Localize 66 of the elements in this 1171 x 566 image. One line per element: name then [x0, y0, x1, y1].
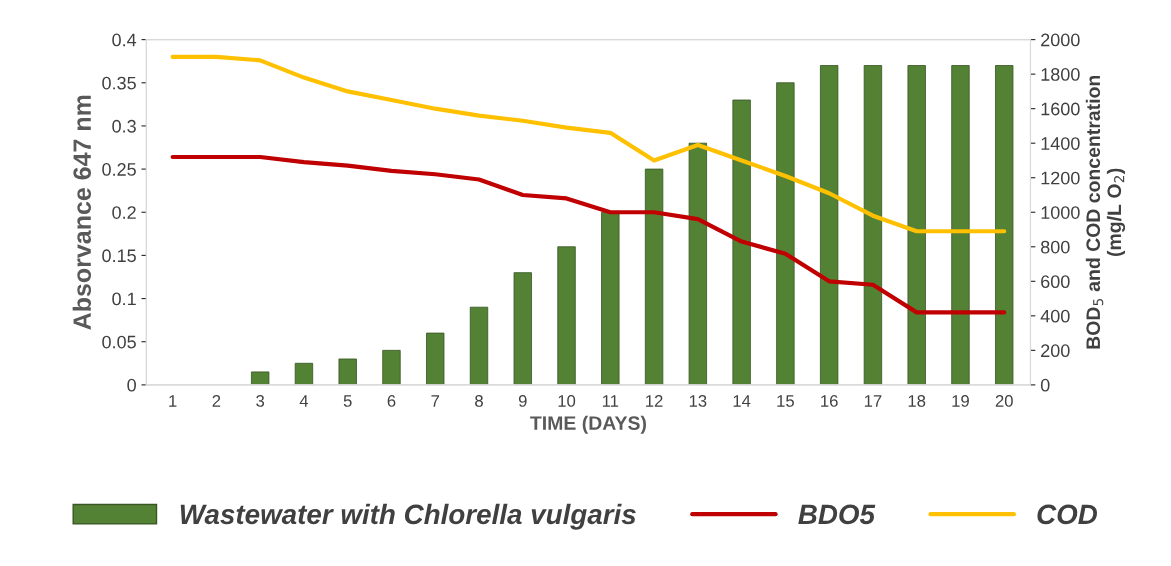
bar	[907, 65, 926, 385]
bar	[863, 65, 883, 385]
x-tick-label: 9	[518, 395, 527, 407]
bar	[644, 168, 664, 385]
y-tick-label: 0.2	[112, 206, 136, 219]
y-tick-label: 0.15	[102, 249, 136, 263]
y2-tick-label: 1200	[1041, 171, 1080, 185]
y-tick-label: 0	[127, 378, 136, 392]
bar	[338, 358, 357, 385]
y2-tick-label: 200	[1041, 344, 1070, 358]
bar	[776, 82, 795, 385]
x-tick-label: 12	[646, 395, 663, 407]
bar	[819, 65, 839, 385]
bar	[251, 371, 270, 385]
y2-tick-label: 800	[1040, 240, 1070, 254]
bar	[995, 65, 1014, 385]
x-tick-label: 4	[299, 395, 309, 407]
x-tick-label: 14	[733, 395, 751, 407]
y-tick-label: 0.05	[102, 335, 136, 349]
bar	[382, 349, 401, 385]
x-tick-label: 18	[908, 395, 926, 407]
y2-tick-label: 0	[1040, 378, 1050, 392]
bar	[732, 99, 751, 385]
bar	[951, 65, 970, 385]
bar	[688, 142, 708, 385]
x-tick-label: 20	[995, 395, 1013, 407]
line-series	[170, 54, 1007, 234]
x-tick-label: 5	[343, 395, 352, 407]
x-tick-label: 7	[431, 395, 440, 407]
x-tick-label: 2	[212, 395, 221, 407]
x-tick-label: 15	[777, 395, 794, 407]
y2-tick-label: 1800	[1041, 68, 1080, 81]
y2-tick-label: 1400	[1041, 137, 1080, 150]
y2-tick-label: 1600	[1041, 102, 1080, 116]
bar	[557, 246, 576, 385]
y2-tick-label: 1000	[1041, 206, 1080, 219]
bar	[426, 332, 445, 385]
x-tick-label: 11	[602, 395, 619, 407]
legend-label: COD	[1037, 504, 1098, 525]
x-tick-label: 10	[558, 395, 576, 407]
bar	[601, 211, 620, 385]
y-tick-label: 0.25	[102, 163, 136, 176]
y2-tick-label: 400	[1040, 309, 1070, 323]
bar	[513, 272, 532, 385]
legend-label: Wastewater with Chlorella vulgaris	[180, 503, 636, 530]
y2-tick-label: 600	[1041, 275, 1070, 289]
x-tick-label: 17	[864, 395, 882, 407]
bar	[294, 362, 314, 385]
x-tick-label: 6	[387, 395, 396, 407]
x-tick-label: 8	[475, 395, 483, 407]
line-series	[170, 154, 1007, 315]
y2-axis-title: BOD$_{5}$ and COD concentration (mg/L O$_{2}$)	[1085, 75, 1126, 349]
y-axis-title: Absorvance 647 nm	[72, 95, 92, 330]
x-tick-label: 3	[256, 395, 265, 407]
y2-tick-label: 2000	[1041, 33, 1080, 47]
legend-label: BDO5	[798, 504, 876, 525]
x-axis-title: TIME (DAYS)	[530, 415, 646, 434]
y-tick-label: 0.35	[102, 76, 136, 90]
y-tick-label: 0.3	[112, 119, 136, 133]
x-tick-label: 1	[169, 395, 177, 407]
x-tick-label: 16	[821, 395, 838, 407]
x-tick-label: 19	[952, 395, 969, 407]
y-tick-label: 0.4	[112, 33, 137, 47]
bar	[469, 306, 489, 385]
y-tick-label: 0.1	[112, 292, 136, 306]
x-tick-label: 13	[689, 395, 707, 407]
